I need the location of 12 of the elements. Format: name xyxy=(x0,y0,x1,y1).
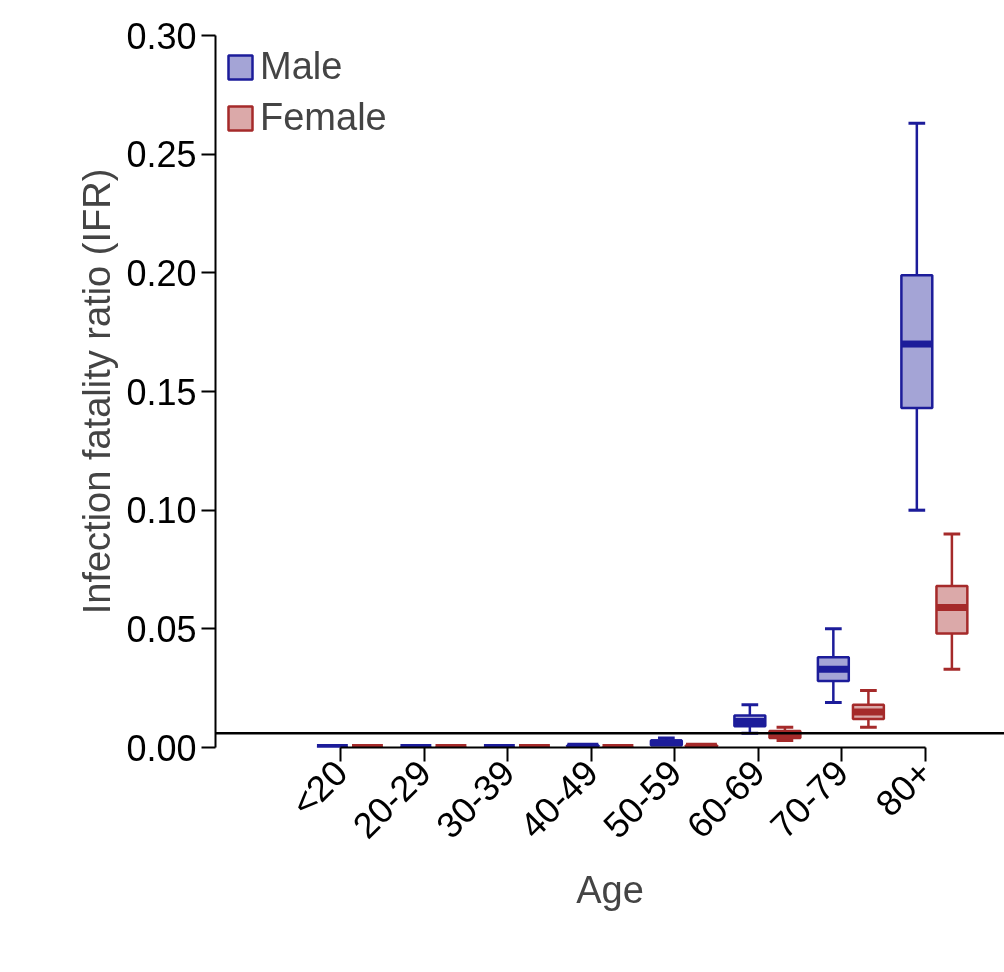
legend-label: Male xyxy=(260,45,343,88)
y-tick-label: 0.10 xyxy=(126,490,197,532)
x-axis-title: Age xyxy=(576,868,644,911)
y-axis-title: Infection fatality ratio (IFR) xyxy=(76,168,119,615)
y-tick-label: 0.15 xyxy=(126,371,197,413)
y-tick-label: 0.20 xyxy=(126,252,197,294)
y-tick-label: 0.30 xyxy=(126,15,197,57)
legend-label: Female xyxy=(260,96,387,139)
x-tick-label: 80+ xyxy=(867,752,940,825)
y-tick-label: 0.25 xyxy=(126,134,197,176)
y-tick-label: 0.00 xyxy=(126,727,197,769)
y-tick-label: 0.05 xyxy=(126,608,197,650)
